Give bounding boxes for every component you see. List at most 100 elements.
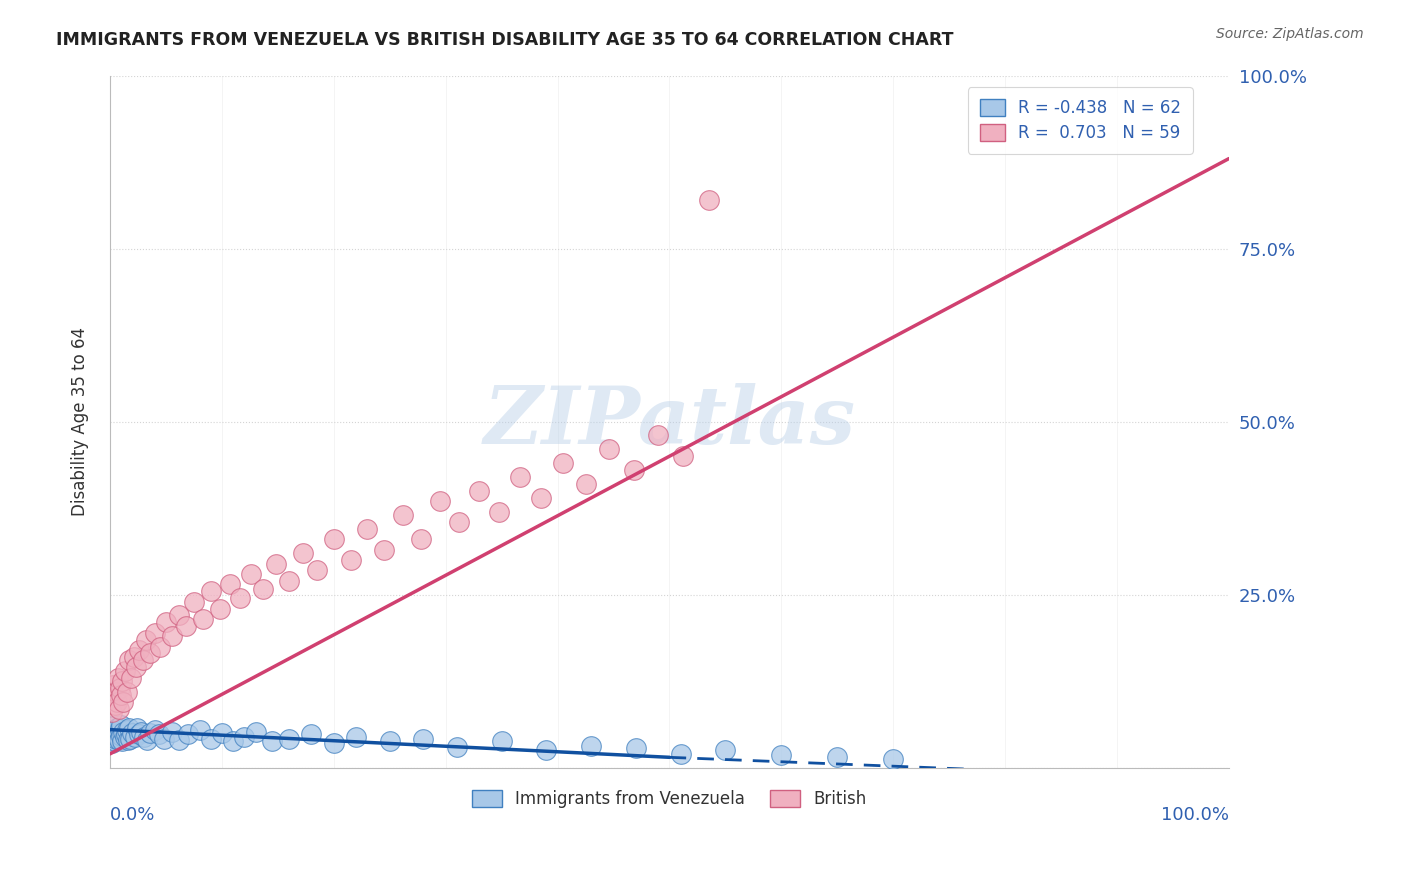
Point <box>647 428 669 442</box>
Point <box>103 698 125 713</box>
Point <box>105 721 128 735</box>
Point <box>103 723 125 737</box>
Point <box>278 574 301 588</box>
Point <box>240 566 263 581</box>
Point <box>291 546 314 560</box>
Point <box>118 721 141 735</box>
Point <box>412 731 434 746</box>
Point <box>669 747 692 761</box>
Point <box>103 734 125 748</box>
Point <box>114 727 136 741</box>
Point <box>100 691 122 706</box>
Text: 0.0%: 0.0% <box>110 805 156 824</box>
Point <box>131 653 153 667</box>
Point <box>509 470 531 484</box>
Point <box>252 582 274 596</box>
Point <box>105 695 128 709</box>
Point <box>827 750 849 764</box>
Point <box>125 721 148 735</box>
Point <box>108 681 131 695</box>
Point <box>411 533 433 547</box>
Point <box>530 491 553 505</box>
Point <box>624 741 647 756</box>
Point <box>110 718 132 732</box>
Point <box>101 706 124 720</box>
Point <box>553 456 575 470</box>
Point <box>108 733 131 747</box>
Point <box>139 726 162 740</box>
Point <box>135 632 157 647</box>
Point <box>160 724 183 739</box>
Point <box>491 734 513 748</box>
Point <box>264 557 287 571</box>
Point <box>114 731 136 745</box>
Point <box>117 733 139 747</box>
Point <box>108 702 131 716</box>
Point <box>339 553 361 567</box>
Point <box>148 727 170 741</box>
Point <box>110 729 132 743</box>
Point <box>574 476 596 491</box>
Point <box>200 584 222 599</box>
Point <box>278 731 301 746</box>
Text: ZIPatlas: ZIPatlas <box>484 383 856 460</box>
Point <box>139 647 162 661</box>
Point <box>108 722 131 736</box>
Point <box>262 734 284 748</box>
Point <box>446 739 468 754</box>
Point <box>111 674 134 689</box>
Point <box>218 577 240 591</box>
Point <box>579 739 602 753</box>
Point <box>169 733 191 747</box>
Legend: Immigrants from Venezuela, British: Immigrants from Venezuela, British <box>465 783 873 814</box>
Point <box>107 731 129 745</box>
Point <box>356 522 378 536</box>
Point <box>429 494 451 508</box>
Point <box>115 723 138 737</box>
Point <box>373 542 395 557</box>
Point <box>697 193 720 207</box>
Point <box>211 726 233 740</box>
Point <box>598 442 620 457</box>
Point <box>103 719 125 733</box>
Text: IMMIGRANTS FROM VENEZUELA VS BRITISH DISABILITY AGE 35 TO 64 CORRELATION CHART: IMMIGRANTS FROM VENEZUELA VS BRITISH DIS… <box>56 31 953 49</box>
Point <box>200 731 222 746</box>
Point <box>301 727 323 741</box>
Point <box>770 748 793 763</box>
Point <box>191 612 214 626</box>
Point <box>103 678 125 692</box>
Point <box>245 724 267 739</box>
Point <box>101 726 124 740</box>
Point <box>174 619 197 633</box>
Point <box>100 733 122 747</box>
Text: 100.0%: 100.0% <box>1161 805 1229 824</box>
Point <box>449 515 471 529</box>
Point <box>623 463 645 477</box>
Point <box>160 629 183 643</box>
Point <box>714 743 737 757</box>
Text: Source: ZipAtlas.com: Source: ZipAtlas.com <box>1216 27 1364 41</box>
Y-axis label: Disability Age 35 to 64: Disability Age 35 to 64 <box>72 327 89 516</box>
Point <box>104 731 127 746</box>
Point <box>208 601 231 615</box>
Point <box>672 449 695 463</box>
Point <box>103 730 125 744</box>
Point <box>120 671 142 685</box>
Point <box>124 731 146 745</box>
Point <box>132 730 155 744</box>
Point <box>468 483 491 498</box>
Point <box>322 533 344 547</box>
Point <box>155 615 177 630</box>
Point <box>101 736 124 750</box>
Point <box>307 563 329 577</box>
Point <box>110 688 132 702</box>
Point <box>136 733 159 747</box>
Point <box>115 684 138 698</box>
Point <box>118 653 141 667</box>
Point <box>188 723 211 737</box>
Point <box>152 731 174 746</box>
Point <box>121 726 143 740</box>
Point <box>125 660 148 674</box>
Point <box>392 508 415 522</box>
Point <box>143 625 166 640</box>
